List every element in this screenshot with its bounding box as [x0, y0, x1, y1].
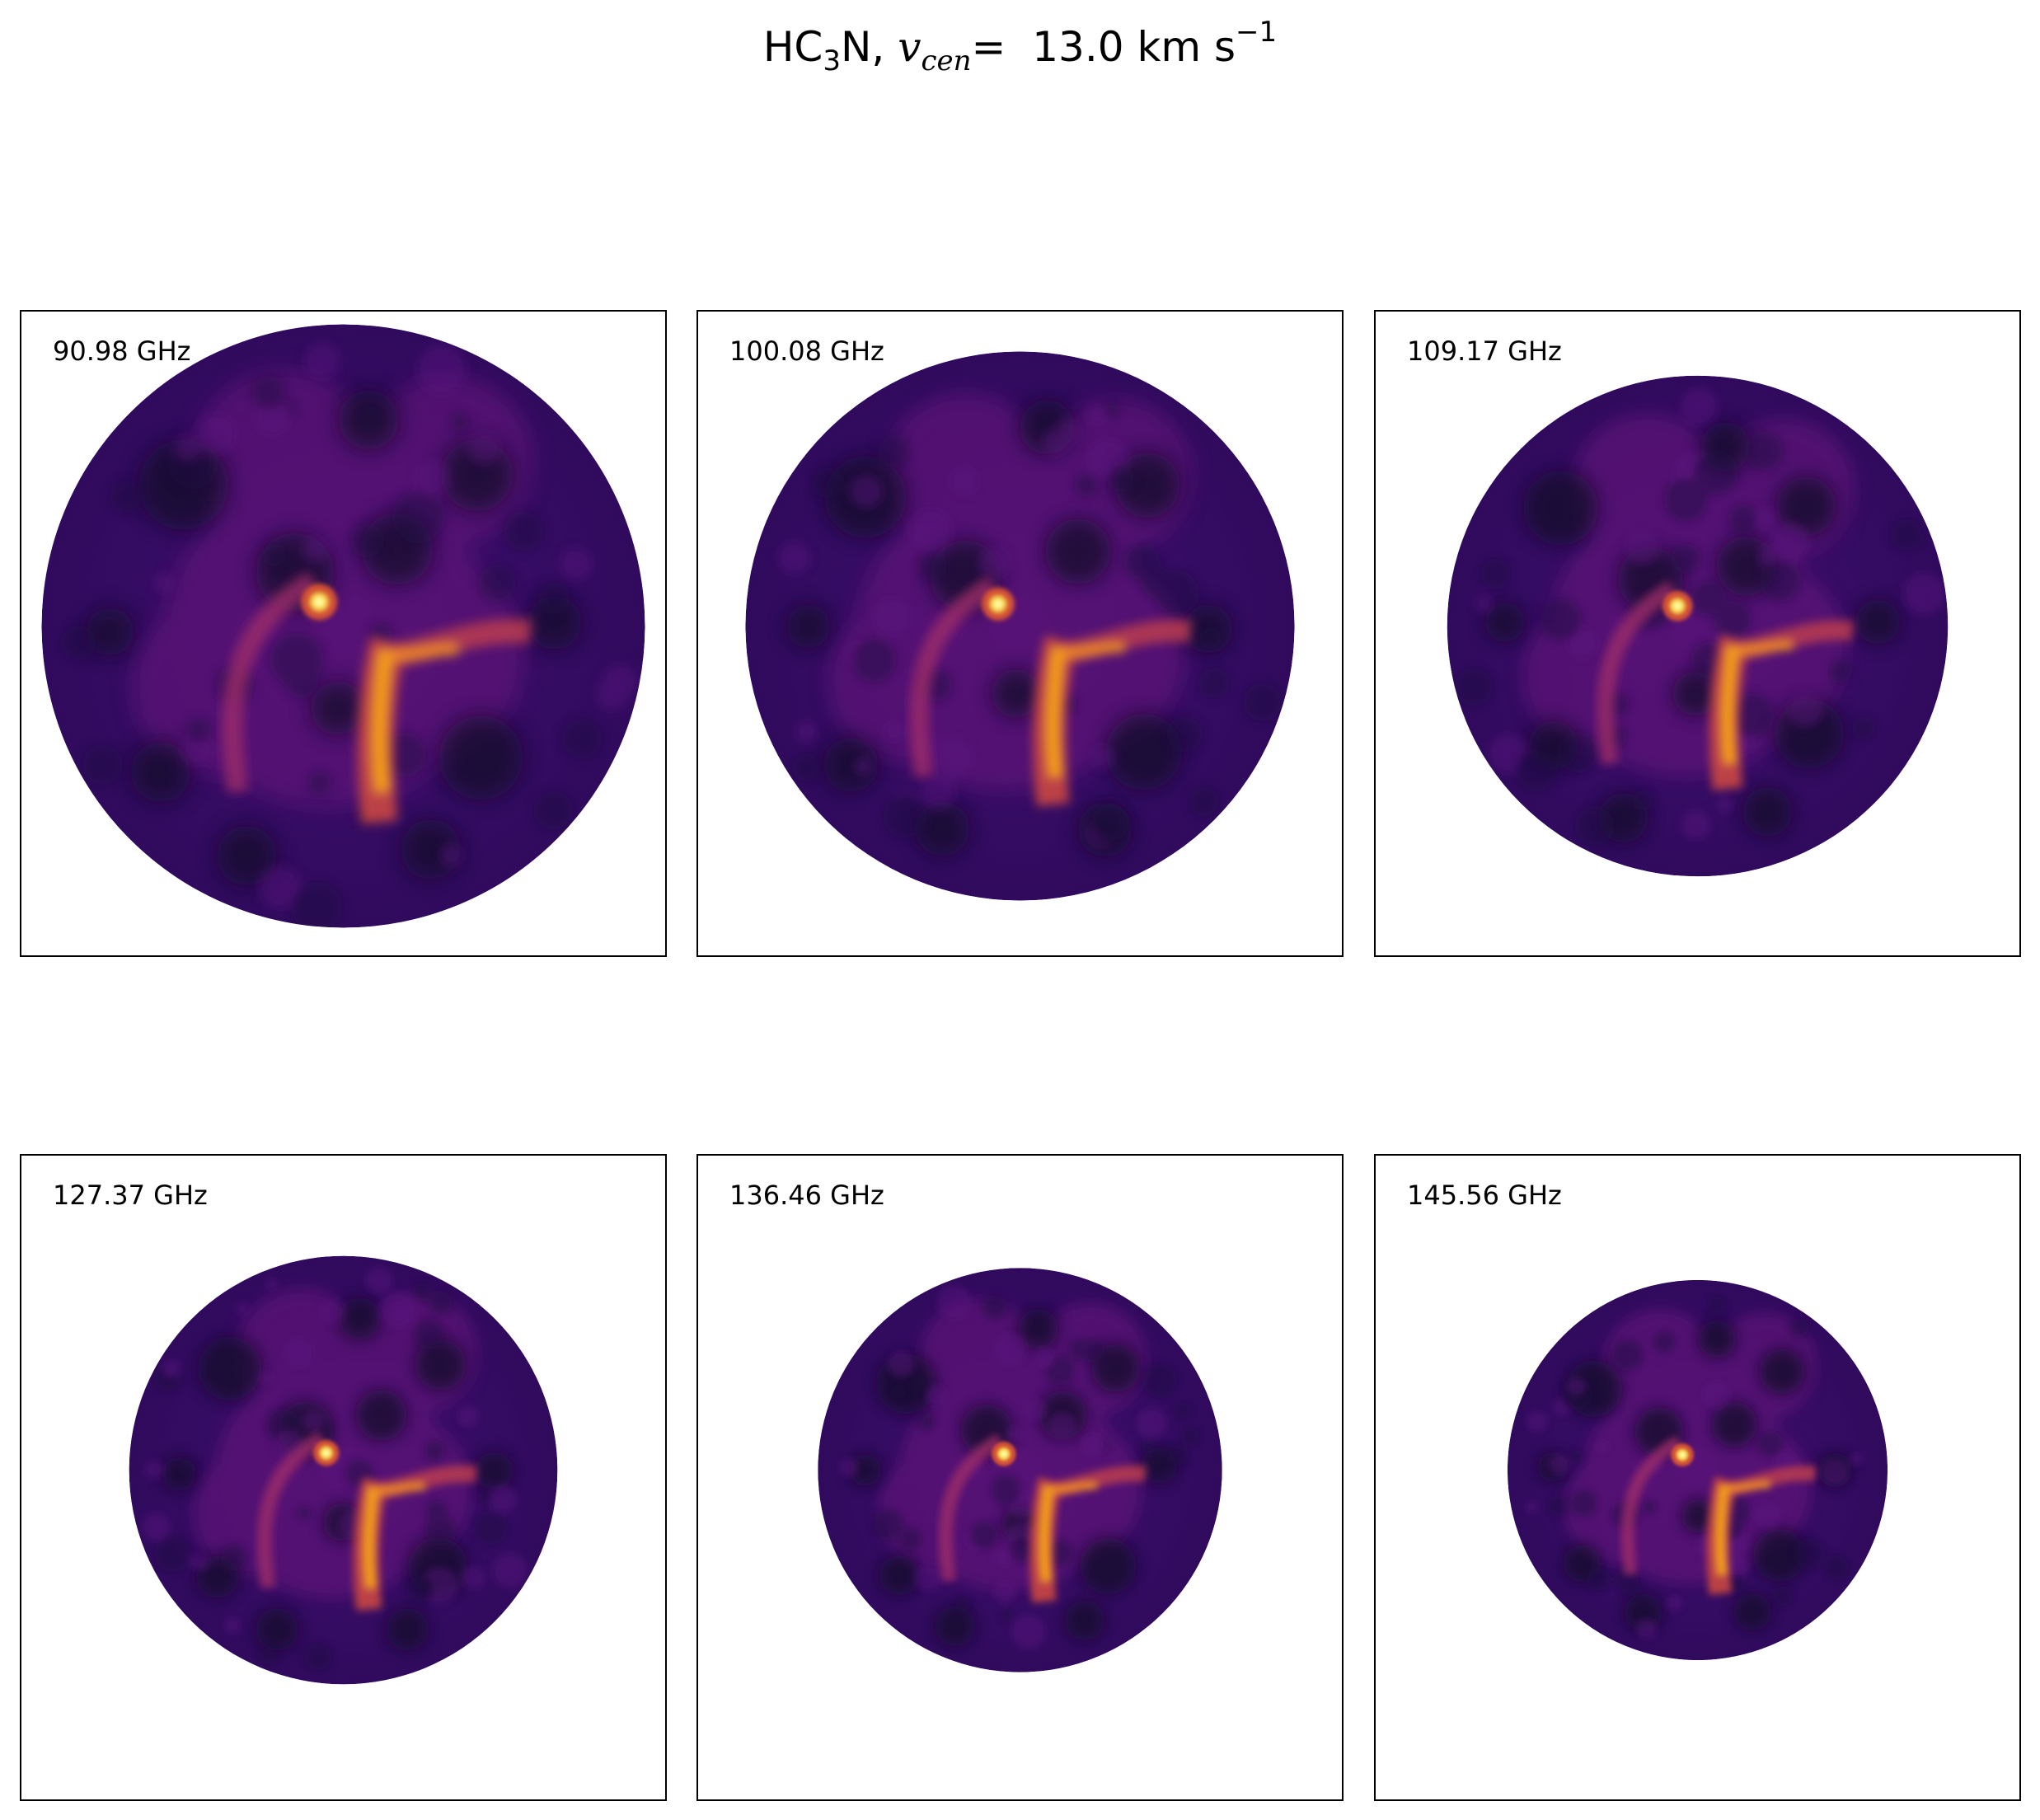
- panel-frequency-label: 145.56 GHz: [1407, 1180, 1562, 1211]
- title-equals: =: [971, 23, 1006, 71]
- emission-map: [818, 1268, 1222, 1672]
- map-panel: 100.08 GHz: [696, 310, 1344, 957]
- panel-frequency-label: 100.08 GHz: [729, 335, 884, 367]
- panel-frequency-label: 127.37 GHz: [53, 1180, 208, 1211]
- figure-title: HC3N, vcen= 13.0 km s−1: [0, 18, 2040, 76]
- title-velocity-unit: km s−1: [1137, 16, 1278, 71]
- title-velocity-value: 13.0: [1032, 23, 1124, 71]
- title-species: HC3N,: [762, 23, 885, 77]
- emission-map: [745, 351, 1295, 901]
- emission-map: [1447, 375, 1949, 877]
- map-panel: 127.37 GHz: [20, 1154, 667, 1801]
- panel-frequency-label: 136.46 GHz: [729, 1180, 884, 1211]
- title-velocity-symbol: vcen: [898, 23, 972, 77]
- emission-map: [129, 1255, 558, 1685]
- map-panel: 109.17 GHz: [1374, 310, 2021, 957]
- map-panel: 145.56 GHz: [1374, 1154, 2021, 1801]
- emission-map: [41, 324, 645, 928]
- panel-frequency-label: 109.17 GHz: [1407, 335, 1562, 367]
- emission-map: [1507, 1279, 1888, 1661]
- map-panel: 90.98 GHz: [20, 310, 667, 957]
- panel-frequency-label: 90.98 GHz: [53, 335, 190, 367]
- map-panel: 136.46 GHz: [696, 1154, 1344, 1801]
